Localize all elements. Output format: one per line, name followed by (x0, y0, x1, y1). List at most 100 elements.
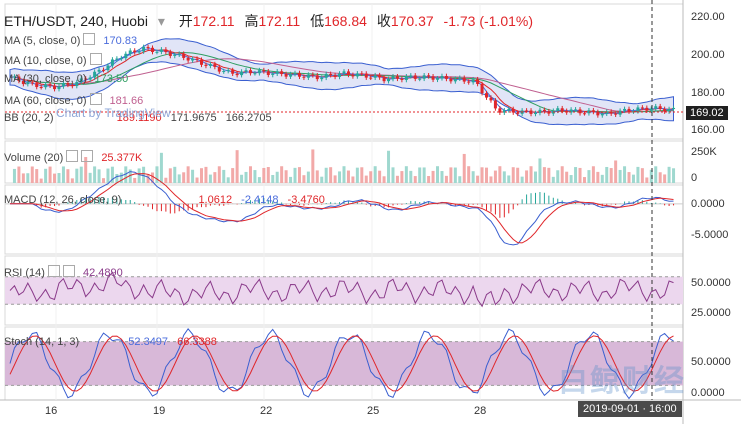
rsi-label: RSI (14) (4, 267, 45, 279)
candle-body (226, 70, 230, 72)
volume-bar (88, 172, 92, 183)
symbol-title[interactable]: ETH/USDT, 240, Huobi (4, 13, 148, 29)
chevron-down-icon[interactable]: ▾ (157, 13, 165, 29)
candle-body (142, 46, 146, 52)
rsi-tick: 25.0000 (691, 307, 731, 319)
settings-icon[interactable] (47, 265, 60, 277)
macd-tick: -5.0000 (691, 229, 729, 241)
candle-body (324, 73, 328, 78)
candle-body (600, 113, 604, 116)
volume-bar (244, 171, 248, 183)
candle-body (137, 51, 141, 53)
volume-bar (542, 167, 546, 183)
candle-body (400, 78, 404, 80)
candle-body (199, 59, 203, 65)
ma5-legend[interactable]: MA (5, close, 0) 170.83 (4, 33, 137, 47)
volume-bar (30, 166, 34, 183)
bollinger-band (9, 38, 674, 126)
settings-icon[interactable] (66, 150, 79, 162)
volume-bar (449, 167, 453, 183)
volume-bar (306, 171, 310, 183)
volume-bar (208, 174, 212, 183)
volume-bar (137, 168, 141, 183)
candle-body (587, 110, 591, 114)
candle-body (133, 50, 137, 53)
x-tick: 16 (45, 405, 58, 417)
volume-bar (182, 172, 186, 183)
candle-body (360, 73, 364, 75)
low-value: 168.84 (324, 13, 367, 29)
volume-bar (453, 167, 457, 183)
candle-body (516, 112, 520, 114)
candle-body (21, 80, 25, 85)
eye-icon[interactable] (83, 33, 96, 45)
volume-bar (168, 168, 172, 183)
volume-bar (391, 167, 395, 183)
candle-body (257, 70, 261, 74)
ma5-value: 170.83 (103, 35, 138, 47)
stoch-d-line (9, 335, 674, 392)
volume-bar (636, 166, 640, 183)
macd-signal-value: -3.4760 (287, 194, 325, 206)
candle-body (502, 110, 506, 113)
ma60-legend[interactable]: MA (60, close, 0) 181.66 (4, 93, 143, 107)
candle-body (489, 97, 493, 101)
candle-body (654, 106, 658, 109)
eye-icon[interactable] (89, 53, 102, 65)
volume-bar (440, 171, 444, 183)
candle-body (48, 84, 52, 86)
volume-bar (373, 166, 377, 183)
volume-bar (324, 167, 328, 183)
volume-bar (467, 166, 471, 183)
close-icon[interactable] (62, 265, 75, 277)
candle-body (195, 58, 199, 60)
macd-legend[interactable]: MACD (12, 26, close, 9) 1.0612 -2.4148 -… (4, 194, 325, 206)
ma30-legend[interactable]: MA (30, close, 0) 173.50 (4, 73, 128, 85)
candle-body (395, 76, 399, 79)
ma10-legend[interactable]: MA (10, close, 0) (4, 53, 102, 67)
volume-bar (115, 173, 119, 183)
volume-bar (471, 171, 475, 183)
volume-bar (142, 166, 146, 183)
x-tick: 28 (474, 405, 487, 417)
candle-body (280, 71, 284, 75)
volume-legend[interactable]: Volume (20) 25.377K (4, 150, 142, 164)
candle-body (364, 73, 368, 78)
candle-body (342, 71, 346, 74)
x-tick: 19 (153, 405, 166, 417)
volume-bar (93, 166, 97, 183)
volume-bar (275, 171, 279, 183)
candle-body (391, 76, 395, 80)
stoch-k-line (9, 327, 674, 400)
candle-body (53, 85, 57, 90)
volume-bar (387, 150, 391, 183)
volume-bar (502, 171, 506, 183)
volume-bar (658, 172, 662, 183)
ma30-value: 173.50 (94, 73, 129, 85)
volume-bar (444, 175, 448, 183)
candle-body (333, 75, 337, 77)
candle-body (186, 57, 190, 61)
candle-body (574, 109, 578, 111)
stoch-legend[interactable]: Stoch (14, 1, 3) 52.3497 66.3388 (4, 336, 217, 348)
volume-bar (355, 167, 359, 183)
volume-bar (462, 153, 466, 183)
volume-bar (614, 160, 618, 183)
candle-body (525, 110, 529, 112)
volume-bar (404, 166, 408, 183)
rsi-legend[interactable]: RSI (14) 42.4890 (4, 265, 123, 279)
volume-bar (106, 168, 110, 183)
bb-legend[interactable]: BB (20, 2) 189.1190 171.9675 166.2705 (4, 112, 272, 124)
eye-icon[interactable] (89, 93, 102, 105)
candle-body (582, 113, 586, 115)
price-tick: 200.00 (691, 49, 725, 61)
candle-body (462, 77, 466, 82)
volume-bar (119, 172, 123, 183)
volume-bar (582, 177, 586, 183)
volume-bar (342, 166, 346, 183)
close-icon[interactable] (81, 150, 94, 162)
candle-body (591, 110, 595, 112)
macd-value: -2.4148 (241, 194, 279, 206)
candle-body (208, 64, 212, 66)
